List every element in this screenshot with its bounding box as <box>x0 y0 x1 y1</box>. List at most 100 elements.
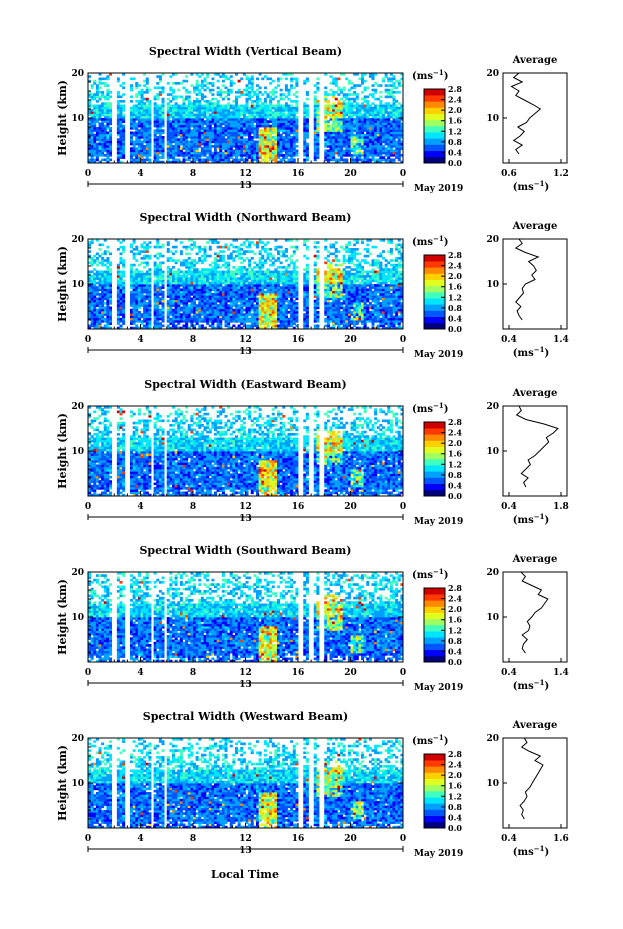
heatmap-cell <box>350 156 354 159</box>
heatmap-cell <box>342 115 346 119</box>
heatmap-cell <box>263 136 267 139</box>
panel-1: Spectral Width (Vertical Beam)2010Height… <box>56 45 569 194</box>
heatmap-cell <box>227 93 231 96</box>
heatmap-cell <box>248 131 252 135</box>
heatmap-cell <box>250 86 254 90</box>
heatmap-cell <box>190 109 194 112</box>
heatmap-cell <box>256 142 260 146</box>
heatmap-cell <box>216 124 220 128</box>
heatmap-cell <box>224 147 228 150</box>
heatmap-cell <box>326 154 330 157</box>
heatmap-cell <box>182 154 186 157</box>
heatmap-cell <box>324 127 328 130</box>
heatmap-cell <box>214 113 218 117</box>
heatmap-cell <box>371 129 375 132</box>
heatmap-cell <box>137 106 141 110</box>
heatmap-cell <box>295 77 299 81</box>
heatmap-cell <box>376 142 380 146</box>
heatmap-cell <box>135 109 139 112</box>
heatmap-cell <box>153 133 157 137</box>
heatmap-cell <box>143 97 147 101</box>
heatmap-cell <box>305 127 309 130</box>
heatmap-cell <box>271 140 275 144</box>
heatmap-cell <box>106 77 110 81</box>
heatmap-cell <box>132 133 136 137</box>
heatmap-cell <box>376 147 380 150</box>
heatmap-cell <box>324 97 328 101</box>
heatmap-cell <box>98 151 102 155</box>
heatmap-cell <box>242 109 246 112</box>
heatmap-cell <box>358 106 362 110</box>
heatmap-cell <box>101 151 105 155</box>
heatmap-cell <box>258 100 262 103</box>
heatmap-cell <box>195 97 199 101</box>
heatmap-cell <box>169 104 173 108</box>
heatmap-cell <box>143 149 147 153</box>
heatmap-cell <box>195 122 199 126</box>
average-x-tick-label: 1.2 <box>553 169 569 179</box>
heatmap-cell <box>240 142 244 146</box>
heatmap-cell <box>347 104 351 108</box>
colorbar-tick-label: 1.2 <box>448 126 462 136</box>
heatmap-cell <box>206 133 210 137</box>
heatmap-cell <box>88 109 92 112</box>
heatmap-cell <box>135 82 139 85</box>
heatmap-cell <box>287 109 291 112</box>
heatmap-cell <box>366 120 370 123</box>
heatmap-cell <box>206 268 210 271</box>
heatmap-cell <box>166 118 170 121</box>
heatmap-cell <box>103 158 107 162</box>
heatmap-cell <box>98 254 102 258</box>
heatmap-cell <box>366 109 370 112</box>
heatmap-cell <box>340 131 344 135</box>
heatmap-cell <box>326 136 330 139</box>
heatmap-cell <box>316 111 320 114</box>
heatmap-cell <box>287 113 291 117</box>
heatmap-cell <box>195 245 199 249</box>
heatmap-cell <box>374 124 378 128</box>
heatmap-cell <box>166 133 170 137</box>
heatmap-cell <box>332 115 336 119</box>
heatmap-cell <box>103 306 107 310</box>
heatmap-cell <box>98 113 102 117</box>
heatmap-cell <box>240 151 244 155</box>
heatmap-cell <box>350 102 354 105</box>
average-line <box>510 72 542 155</box>
heatmap-cell <box>169 136 173 139</box>
heatmap-cell <box>279 145 283 148</box>
heatmap-cell <box>187 122 191 126</box>
heatmap-cell <box>382 122 386 126</box>
heatmap-cell <box>266 109 270 112</box>
heatmap-cell <box>358 77 362 81</box>
heatmap-cell <box>279 133 283 137</box>
heatmap-cell <box>195 118 199 121</box>
heatmap-cell <box>169 257 173 260</box>
heatmap-cell <box>98 243 102 247</box>
heatmap-cell <box>119 131 123 135</box>
heatmap-cell <box>179 111 183 114</box>
heatmap-cell <box>219 133 223 137</box>
heatmap-cell <box>109 142 113 146</box>
heatmap-cell <box>274 129 278 132</box>
heatmap-cell <box>332 77 336 81</box>
heatmap-cell <box>350 129 354 132</box>
heatmap-cell <box>143 154 147 157</box>
heatmap-cell <box>240 111 244 114</box>
heatmap-cell <box>140 91 144 94</box>
heatmap-cell <box>324 93 328 96</box>
heatmap-cell <box>250 102 254 105</box>
heatmap-cell <box>379 122 383 126</box>
heatmap-cell <box>248 281 252 285</box>
heatmap-cell <box>172 136 176 139</box>
heatmap-cell <box>350 160 354 164</box>
heatmap-cell <box>219 122 223 126</box>
heatmap-cell <box>158 286 162 289</box>
heatmap-cell <box>374 122 378 126</box>
heatmap-cell <box>200 127 204 130</box>
heatmap-cell <box>290 151 294 155</box>
heatmap-cell <box>382 136 386 139</box>
heatmap-cell <box>271 138 275 141</box>
heatmap-cell <box>224 113 228 117</box>
heatmap-cell <box>358 151 362 155</box>
heatmap-cell <box>374 120 378 123</box>
